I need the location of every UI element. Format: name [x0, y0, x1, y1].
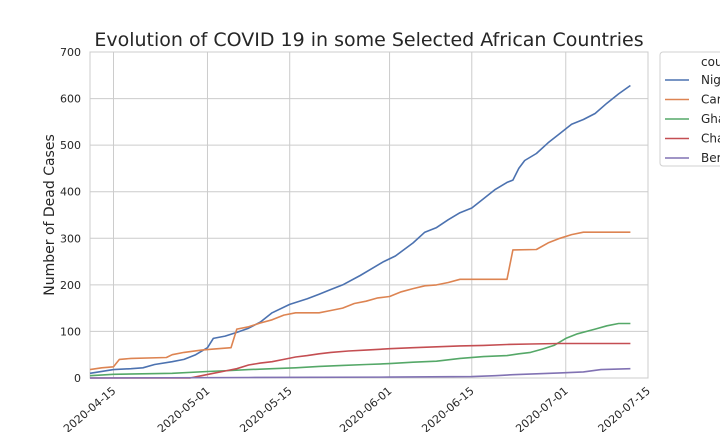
legend-label: Ber: [701, 151, 720, 165]
legend-box: [659, 51, 720, 167]
y-tick-label: 0: [74, 372, 81, 385]
y-tick-label: 200: [60, 279, 81, 292]
series-line-2: [89, 322, 631, 377]
legend-label: Gha: [701, 112, 720, 126]
series-line-3: [90, 342, 631, 379]
y-tick-labels: 0 100 200 300 400 500 600 700: [60, 46, 81, 385]
legend-label: Nig: [701, 73, 720, 87]
legend-label: Car: [701, 93, 720, 107]
plot-frame: [89, 51, 649, 379]
y-axis-label: Number of Dead Cases: [42, 134, 58, 296]
legend-title: cou: [701, 55, 720, 69]
y-tick-label: 300: [60, 232, 81, 245]
series-line-1: [89, 231, 631, 371]
y-tick-label: 500: [60, 139, 81, 152]
legend-label: Cha: [701, 132, 720, 146]
series-line-4: [89, 367, 631, 379]
y-tick-label: 100: [60, 325, 81, 338]
series-lines: [89, 84, 631, 379]
y-tick-label: 400: [60, 186, 81, 199]
series-line-0: [89, 84, 631, 375]
legend-items: Nig Car Gha Cha Ber: [665, 73, 720, 165]
chart-title: Evolution of COVID 19 in some Selected A…: [94, 29, 643, 51]
y-tick-label: 700: [60, 46, 81, 59]
y-tick-label: 600: [60, 93, 81, 106]
legend: cou Nig Car Gha Cha Ber: [659, 51, 720, 167]
